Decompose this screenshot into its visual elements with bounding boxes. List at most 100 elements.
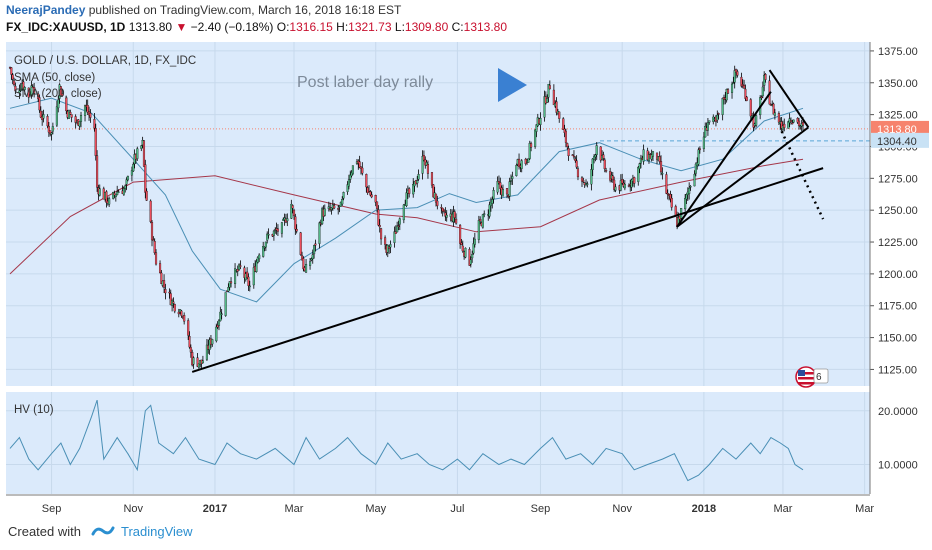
candle-body [642,149,645,162]
candle-body [168,291,171,294]
y-tick-label: 1325.00 [878,110,918,122]
candle-body [730,83,734,93]
candle-body [164,289,167,294]
price-pane[interactable] [6,42,870,390]
last-price: 1313.80 [128,20,173,34]
candle-body [534,129,537,147]
y-tick-label: 1200.00 [878,269,918,281]
candle-body [313,245,316,255]
candle-body [47,126,50,133]
candle-body [394,231,397,234]
candle-body [543,96,546,118]
chart-title: GOLD / U.S. DOLLAR, 1D, FX_IDC [14,55,196,67]
candle-body [112,192,115,199]
y-tick-label: 1175.00 [878,301,917,313]
candle-body [376,201,379,209]
candle-body [346,184,349,192]
candle-body [30,85,33,95]
candle-body [266,233,269,241]
candle-body [51,126,54,132]
candle-body [736,71,739,76]
candle-body [243,267,246,278]
axes: 1125.00 1150.00 1175.00 1200.00 1225.00 1250.… [6,42,929,515]
candle-body [201,360,204,364]
candle-body [349,174,352,180]
candle-body [572,155,576,158]
rally-annotation: Post laber day rally [297,74,433,91]
candle-body [772,103,775,115]
hv-tick-label: 10.0000 [878,459,918,471]
y-tick-label: 1350.00 [878,78,918,90]
candle-body [295,228,298,232]
candle-body [310,258,313,261]
candle-body [669,194,672,200]
candle-body [38,97,41,111]
symbol-info-bar: FX_IDC:XAUUSD, 1D 1313.80 ▼ −2.40 (−0.18… [6,20,507,34]
candle-body [205,344,208,360]
ref-price-tag-label: 1304.40 [877,136,917,148]
candle-body [238,264,241,270]
close-value: 1313.80 [463,20,508,34]
candle-body [263,246,266,249]
candle-body [393,231,396,243]
candle-body [350,172,353,177]
candle-body [89,112,92,118]
candle-body [527,158,530,163]
candle-body [39,110,42,118]
candle-body [574,158,577,161]
candle-body [267,233,270,236]
tradingview-logo-icon[interactable] [91,524,115,541]
candle-body [511,176,514,179]
tradingview-brand[interactable]: TradingView [121,524,193,539]
sma50-label: SMA (50, close) [14,72,95,84]
candle-body [627,185,630,187]
candle-body [272,230,275,236]
candle-body [50,132,53,135]
candle-body [421,155,424,174]
projection-trendline [780,130,825,220]
candle-body [29,94,32,96]
candle-body [694,163,697,174]
candle-body [160,272,163,285]
candle-body [219,311,222,322]
candle-body [591,158,594,170]
candle-body [215,326,218,342]
candle-body [491,199,494,204]
y-tick-label: 1275.00 [878,173,918,185]
candle-body [698,148,701,151]
candle-body [370,194,373,198]
candle-body [126,175,129,181]
x-tick-label: Nov [612,503,632,515]
candle-body [483,213,486,215]
chart-svg[interactable]: 1125.00 1150.00 1175.00 1200.00 1225.00 1250.… [0,38,932,518]
candle-body [706,122,709,131]
candle-body [217,320,221,326]
author-link[interactable]: NeerajPandey [6,3,86,17]
candle-body [10,67,13,75]
candle-body [74,116,77,123]
candle-body [571,154,574,156]
candle-body [323,208,326,216]
candle-body [749,99,752,117]
x-tick-label: Mar [855,503,874,515]
candle-body [239,265,242,267]
candle-body [567,148,570,157]
hv-pane[interactable] [6,392,870,494]
candle-body [580,177,584,182]
candle-body [361,167,364,174]
candle-body [12,80,16,85]
candle-body [459,224,462,244]
candle-body [745,96,748,101]
footer: Created with TradingView [8,524,193,541]
candle-body [499,182,502,189]
candle-body [130,170,133,176]
trendlines[interactable] [191,69,825,373]
created-with-label: Created with [8,524,81,539]
candle-body [67,110,71,119]
candle-body [520,160,523,169]
candle-body [276,228,279,232]
candle-body [633,177,636,184]
candle-body [402,204,405,221]
x-tick-label: May [365,503,386,515]
svg-text:6: 6 [816,372,822,383]
